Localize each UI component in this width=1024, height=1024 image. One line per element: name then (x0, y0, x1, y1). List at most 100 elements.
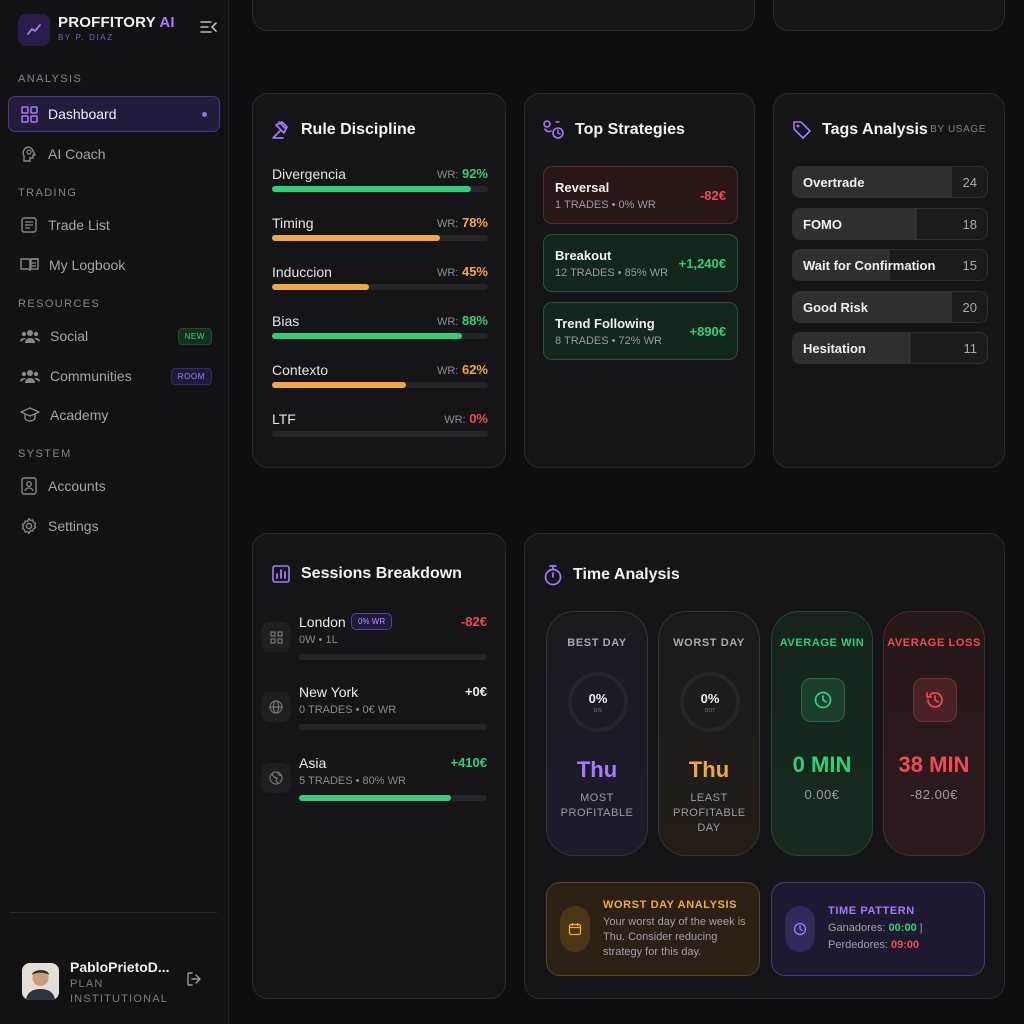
brand-title: PROFFITORY AI (58, 14, 175, 31)
sidebar-item-settings[interactable]: Settings (8, 508, 220, 544)
card-title: Sessions Breakdown (271, 564, 462, 584)
sidebar-item-accounts[interactable]: Accounts (8, 468, 220, 504)
rule-winrate: WR: 0% (444, 411, 488, 426)
clock-icon (801, 678, 845, 722)
average-loss-card: AVERAGE LOSS 38 MIN -82.00€ (883, 611, 985, 856)
history-icon (913, 678, 957, 722)
sidebar-item-label: Settings (48, 518, 99, 534)
rule-winrate: WR: 45% (436, 264, 488, 279)
calendar-icon (560, 906, 590, 952)
account-icon (21, 477, 37, 495)
rule-name: Induccion (272, 264, 332, 280)
sidebar-item-label: AI Coach (48, 146, 106, 162)
rule-name: Timing (272, 215, 314, 231)
rule-row: Divergencia WR: 92% (272, 166, 488, 206)
tag-usage-bar (793, 167, 953, 197)
section-analysis: ANALYSIS (18, 73, 83, 85)
user-name: PabloPrietoD... (70, 959, 170, 975)
sort-label[interactable]: BY USAGE (930, 124, 986, 135)
brain-icon (22, 146, 37, 162)
logout-icon[interactable] (186, 971, 202, 987)
rule-winrate: WR: 88% (436, 313, 488, 328)
sidebar-item-trade-list[interactable]: Trade List (8, 207, 220, 243)
progress-bar (299, 724, 487, 730)
strategy-item[interactable]: Trend Following 8 TRADES • 72% WR +890€ (543, 302, 738, 360)
brand-subtitle: BY P. DIAZ (58, 33, 114, 42)
gavel-icon (272, 121, 288, 139)
progress-bar (299, 795, 487, 801)
rule-name: Bias (272, 313, 300, 329)
sidebar-item-label: Trade List (48, 217, 110, 233)
card-title: Tags Analysis (792, 120, 928, 140)
rule-winrate: WR: 62% (436, 362, 488, 377)
sidebar-item-dashboard[interactable]: Dashboard (8, 96, 220, 132)
card-title: Top Strategies (543, 120, 685, 140)
tag-name: Good Risk (803, 299, 869, 315)
progress-bar (272, 186, 488, 192)
sidebar-item-label: Communities (50, 368, 132, 384)
tag-name: Wait for Confirmation (803, 258, 936, 273)
worst-day-card: WORST DAY 0% DOT Thu LEAST PROFITABLE DA… (658, 611, 760, 856)
users-icon (20, 330, 40, 343)
rule-name: Contexto (272, 362, 329, 378)
sidebar-item-label: Academy (50, 407, 109, 423)
tag-item[interactable]: Overtrade 24 (792, 166, 988, 198)
wr-badge: 0% WR (351, 613, 393, 630)
avatar[interactable] (22, 963, 59, 1000)
list-icon (21, 217, 37, 233)
rule-name: LTF (272, 411, 296, 427)
new-badge: NEW (177, 328, 212, 345)
card-title: Time Analysis (543, 564, 680, 586)
rule-row: Timing WR: 78% (272, 215, 488, 255)
best-day-value: Thu (576, 757, 618, 782)
bar-chart-icon (272, 565, 290, 583)
collapse-sidebar-icon[interactable] (200, 20, 218, 34)
tag-item[interactable]: FOMO 18 (792, 207, 988, 240)
rule-row: Induccion WR: 45% (272, 264, 488, 304)
progress-bar (272, 431, 488, 437)
tag-count: 18 (962, 216, 977, 232)
tag-count: 24 (962, 175, 977, 190)
session-asia[interactable]: Asia 5 TRADES • 80% WR +410€ (261, 755, 487, 815)
tag-usage-bar (793, 208, 918, 239)
sidebar-item-label: Accounts (48, 478, 106, 494)
tag-usage-bar (793, 333, 912, 363)
tag-item[interactable]: Hesitation 11 (792, 332, 988, 364)
top-card-right (773, 0, 1005, 31)
grid-icon (261, 622, 291, 652)
top-card-left (252, 0, 755, 31)
user-plan: PLAN INSTITUTIONAL (70, 978, 169, 1005)
best-day-ring: 0% D/S (568, 672, 628, 732)
progress-bar (272, 284, 488, 290)
rule-winrate: WR: 78% (436, 215, 488, 230)
sidebar-item-ai-coach[interactable]: AI Coach (8, 136, 220, 172)
progress-bar (272, 333, 488, 339)
tag-item[interactable]: Good Risk 20 (792, 290, 988, 323)
strategy-item[interactable]: Breakout 12 TRADES • 85% WR +1,240€ (543, 234, 738, 292)
session-london[interactable]: London 0% WR 0W • 1L -82€ (261, 613, 487, 674)
tag-count: 20 (962, 299, 977, 315)
best-day-card: BEST DAY 0% D/S Thu MOST PROFITABLE (546, 611, 648, 856)
gear-icon (21, 517, 37, 535)
sidebar-item-communities[interactable]: Communities ROOM (8, 358, 220, 394)
section-system: SYSTEM (18, 448, 72, 460)
rule-discipline-card: Rule Discipline Divergencia WR: 92% Timing… (252, 93, 506, 468)
sidebar-item-academy[interactable]: Academy (8, 397, 220, 433)
stopwatch-icon (544, 565, 562, 586)
session-new-york[interactable]: New York 0 TRADES • 0€ WR +0€ (261, 684, 487, 744)
section-resources: RESOURCES (18, 298, 101, 310)
sidebar-item-social[interactable]: Social NEW (8, 318, 220, 354)
sidebar-item-logbook[interactable]: My Logbook (8, 247, 220, 283)
room-badge: ROOM (170, 368, 212, 385)
active-indicator (202, 112, 207, 117)
logo-icon (18, 14, 50, 46)
book-icon (20, 258, 39, 272)
tag-usage-bar (793, 291, 953, 322)
globe-icon (261, 763, 291, 793)
strategy-item[interactable]: Reversal 1 TRADES • 0% WR -82€ (543, 166, 738, 224)
sessions-breakdown-card: Sessions Breakdown London 0% WR 0W • 1L … (252, 533, 506, 999)
tag-item[interactable]: Wait for Confirmation 15 (792, 249, 988, 281)
rule-row: Contexto WR: 62% (272, 362, 488, 402)
average-win-value: 0 MIN (792, 752, 852, 777)
graduation-cap-icon (20, 407, 40, 422)
